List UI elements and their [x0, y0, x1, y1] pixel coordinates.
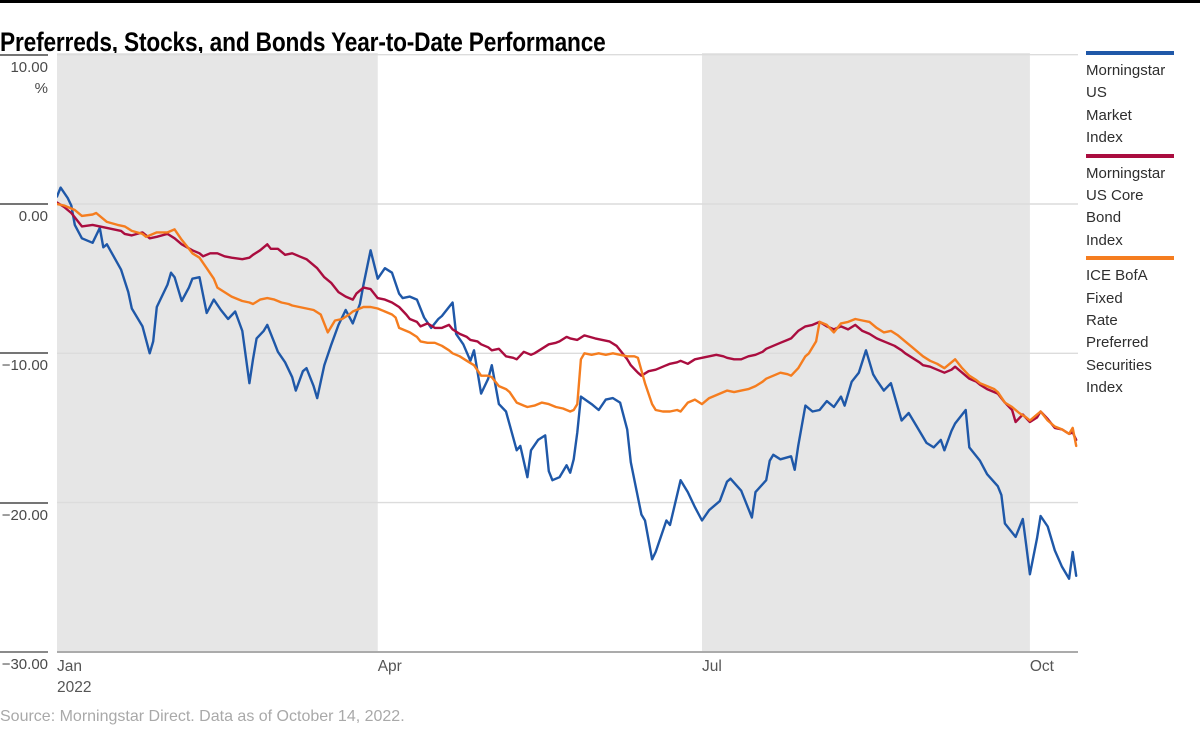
y-axis-label: −20.00 [1, 506, 48, 524]
y-axis-label: 0.00 [18, 208, 48, 225]
legend-label-line: Market [1086, 106, 1132, 124]
legend: Morningstar US Market Index Morningstar US C… [1086, 51, 1198, 404]
series-line-us-core-bond [57, 201, 1078, 442]
y-axis-tick [0, 203, 48, 205]
legend-label-line: ICE BofA [1086, 267, 1148, 285]
legend-swatch-preferred-securities-index [1086, 256, 1174, 261]
x-axis-label: Jan [57, 658, 82, 675]
legend-label-line: US Core [1086, 187, 1144, 205]
legend-label-preferred-securities-index: ICE BofA Fixed Rate Preferred Securities Inde… [1086, 265, 1160, 399]
legend-label-line: Fixed [1086, 289, 1123, 307]
y-axis-unit-label: % [34, 79, 48, 97]
page-title: Preferreds, Stocks, and Bonds Year-to-Da… [0, 27, 606, 58]
legend-label-us-market-index: Morningstar US Market Index [1086, 60, 1166, 150]
legend-item-us-market-index: Morningstar US Market Index [1086, 51, 1198, 150]
legend-label-us-core-bond-index: Morningstar US Core Bond Index [1086, 163, 1166, 253]
x-axis-baseline-margin [0, 651, 48, 653]
series-line-preferred-securities [57, 202, 1078, 448]
plot-area [57, 53, 1078, 653]
x-axis-label: Jul [702, 658, 722, 675]
x-axis-label: Apr [377, 658, 402, 675]
legend-label-line: Morningstar [1086, 62, 1166, 79]
legend-label-line: Preferred [1086, 334, 1149, 352]
legend-label-line: Securities [1086, 356, 1152, 374]
legend-label-line: Bond [1086, 209, 1122, 227]
x-axis-label: Oct [1029, 658, 1054, 675]
legend-swatch-us-market-index [1086, 51, 1174, 55]
source-note: Source: Morningstar Direct. Data as of O… [0, 708, 405, 725]
y-axis-label: −30.00 [1, 655, 48, 673]
x-axis-year-label: 2022 [57, 679, 92, 696]
legend-label-line: Index [1086, 129, 1123, 147]
y-axis-tick [0, 352, 48, 355]
legend-label-line: Morningstar [1086, 164, 1166, 182]
legend-label-line: Index [1086, 231, 1123, 249]
legend-label-line: Index [1086, 379, 1123, 397]
top-border-rule [0, 0, 1200, 3]
y-axis-label: 10.00 [10, 58, 48, 76]
legend-label-line: Rate [1086, 312, 1118, 330]
y-axis-tick [0, 501, 48, 504]
y-axis-tick [0, 53, 48, 56]
y-axis-label: −10.00 [1, 357, 48, 375]
legend-item-us-core-bond-index: Morningstar US Core Bond Index [1086, 153, 1198, 253]
series-line-us-market [57, 186, 1078, 580]
legend-label-line: US [1086, 84, 1107, 102]
legend-item-preferred-securities-index: ICE BofA Fixed Rate Preferred Securities Inde… [1086, 256, 1198, 399]
legend-swatch-us-core-bond-index [1086, 153, 1174, 158]
x-axis-baseline [57, 651, 1078, 653]
